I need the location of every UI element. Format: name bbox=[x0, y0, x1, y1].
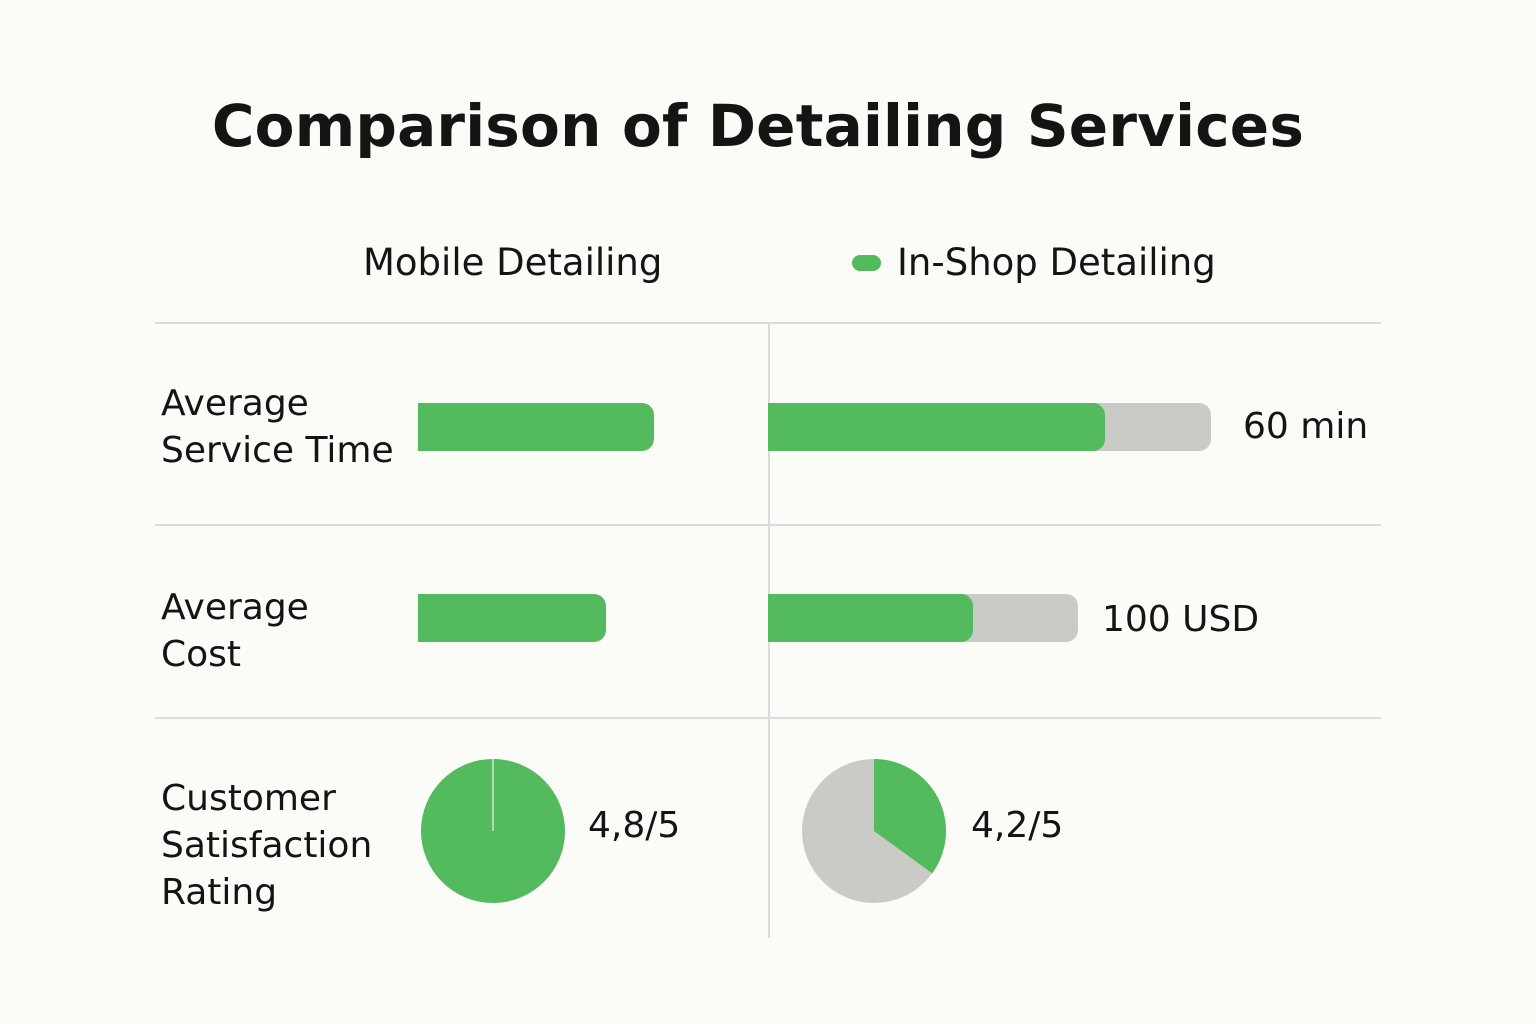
row-label-line: Cost bbox=[161, 634, 242, 675]
bar-track-mobile-cost bbox=[418, 594, 606, 642]
value-label-inshop-service-time: 60 min bbox=[1243, 406, 1369, 447]
row-label-line: Rating bbox=[161, 872, 278, 913]
row-label-service-time: Average Service Time bbox=[161, 380, 411, 474]
value-label-inshop-cost: 100 USD bbox=[1102, 599, 1260, 640]
row-label-line: Average bbox=[161, 587, 309, 628]
row-label-line: Customer bbox=[161, 778, 336, 819]
bar-inshop-cost bbox=[768, 594, 973, 642]
series-header-mobile: Mobile Detailing bbox=[363, 240, 662, 286]
row-label-line: Average bbox=[161, 383, 309, 424]
bar-track-inshop-cost bbox=[768, 594, 1078, 642]
value-label-inshop-satisfaction: 4,2/5 bbox=[971, 805, 1064, 846]
row-label-satisfaction: Customer Satisfaction Rating bbox=[161, 775, 411, 916]
pie-inshop-satisfaction bbox=[802, 759, 947, 903]
value-label-mobile-satisfaction: 4,8/5 bbox=[588, 805, 681, 846]
bar-mobile-cost bbox=[418, 594, 606, 642]
bar-inshop-service-time bbox=[768, 403, 1105, 451]
series-name-mobile: Mobile Detailing bbox=[363, 241, 663, 284]
bar-track-mobile-service-time bbox=[418, 403, 654, 451]
pie-mobile-satisfaction bbox=[421, 759, 565, 903]
row-label-line: Service Time bbox=[161, 430, 394, 471]
series-header-inshop: In-Shop Detailing bbox=[852, 240, 1216, 286]
row-label-cost: Average Cost bbox=[161, 584, 411, 678]
bar-track-inshop-service-time bbox=[768, 403, 1211, 451]
series-name-inshop: In-Shop Detailing bbox=[897, 241, 1216, 284]
legend-swatch-inshop bbox=[852, 255, 881, 271]
pie-slice bbox=[874, 759, 947, 874]
chart-title: Comparison of Detailing Services bbox=[211, 92, 1305, 160]
row-label-line: Satisfaction bbox=[161, 825, 373, 866]
bar-mobile-service-time bbox=[418, 403, 654, 451]
